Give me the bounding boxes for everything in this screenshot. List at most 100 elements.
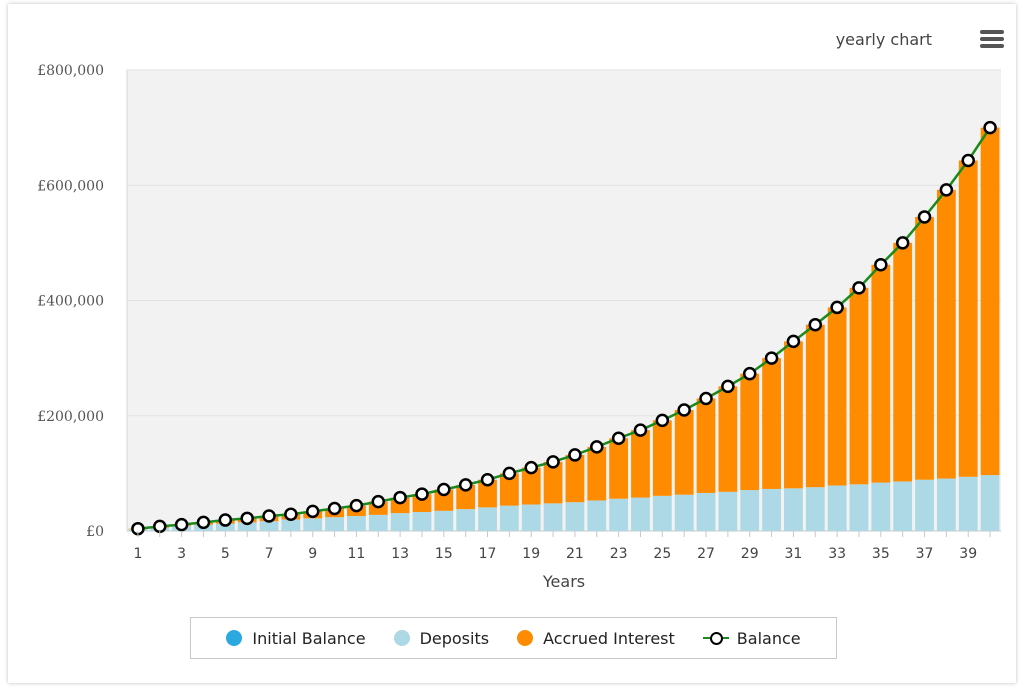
x-tick-label: 1 xyxy=(133,546,142,562)
balance-point[interactable] xyxy=(480,472,495,487)
balance-point[interactable] xyxy=(327,501,342,516)
legend-item-initial-balance[interactable]: Initial Balance xyxy=(226,629,366,648)
balance-point[interactable] xyxy=(305,504,320,519)
balance-point[interactable] xyxy=(983,120,997,135)
bar-deposits xyxy=(784,488,803,531)
bar-deposits xyxy=(696,492,716,531)
balance-point[interactable] xyxy=(262,509,276,523)
x-tick-label: 9 xyxy=(308,546,317,562)
bar-accrued-interest xyxy=(718,386,738,492)
x-tick-label: 33 xyxy=(828,546,846,562)
x-tick-label: 27 xyxy=(697,546,715,562)
bar-accrued-interest xyxy=(609,438,629,499)
bar-deposits xyxy=(215,523,235,531)
bar-deposits xyxy=(478,507,497,531)
x-tick-label: 11 xyxy=(348,546,366,562)
balance-point[interactable] xyxy=(590,440,604,454)
balance-point[interactable] xyxy=(284,507,298,522)
y-tick-label: £800,000 xyxy=(37,63,104,79)
x-tick-label: 7 xyxy=(265,546,274,562)
bar-deposits xyxy=(718,491,738,531)
balance-point[interactable] xyxy=(961,153,975,168)
balance-point[interactable] xyxy=(939,183,954,197)
bar-accrued-interest xyxy=(827,307,847,486)
balance-series-line xyxy=(137,126,992,530)
balance-point[interactable] xyxy=(917,210,932,224)
balance-point[interactable] xyxy=(349,498,364,513)
bar-deposits xyxy=(412,511,432,531)
bar-deposits xyxy=(849,484,869,531)
balance-point[interactable] xyxy=(458,478,473,492)
balance-point[interactable] xyxy=(153,519,167,534)
balance-point[interactable] xyxy=(874,258,888,272)
x-tick-label: 25 xyxy=(653,546,671,562)
balance-point[interactable] xyxy=(240,511,254,526)
x-axis-ticks: 1 3 5 7 9 11 13 15 17 19 21 23 25 27 29 31 33 35 37 39 xyxy=(133,531,991,562)
bar-deposits xyxy=(347,516,366,531)
bar-deposits xyxy=(521,504,541,531)
bar-deposits xyxy=(499,505,519,531)
balance-line-marker-icon xyxy=(702,630,729,646)
bar-deposits xyxy=(456,509,476,531)
bar-deposits xyxy=(543,503,563,531)
balance-point[interactable] xyxy=(633,423,648,437)
balance-point[interactable] xyxy=(786,334,801,349)
hamburger-menu-icon-bar xyxy=(980,37,1004,41)
balance-point[interactable] xyxy=(611,431,626,445)
menu-button[interactable] xyxy=(974,28,1004,52)
balance-point[interactable] xyxy=(437,482,451,497)
y-tick-label: £0 xyxy=(86,524,104,540)
x-tick-label: 39 xyxy=(959,546,977,562)
balance-point[interactable] xyxy=(764,351,779,365)
bars xyxy=(128,127,1000,531)
y-tick-label: £200,000 xyxy=(37,409,104,425)
balance-point[interactable] xyxy=(699,391,713,406)
bar-accrued-interest xyxy=(434,489,454,511)
bar-accrued-interest xyxy=(805,324,825,488)
hamburger-menu-icon-bar xyxy=(980,44,1004,48)
bar-deposits xyxy=(958,476,978,531)
legend: Initial Balance Deposits Accrued Interes… xyxy=(190,617,837,659)
y-axis-ticks: £0 £200,000 £400,000 £600,000 £800,000 xyxy=(37,63,104,540)
bar-accrued-interest xyxy=(958,160,978,477)
balance-point[interactable] xyxy=(721,379,735,394)
balance-point[interactable] xyxy=(852,281,866,295)
balance-point[interactable] xyxy=(371,494,386,509)
bar-accrued-interest xyxy=(543,461,563,504)
balance-point[interactable] xyxy=(568,448,582,462)
balance-point[interactable] xyxy=(742,366,757,381)
x-tick-label: 37 xyxy=(916,546,934,562)
balance-point[interactable] xyxy=(895,236,910,250)
balance-point[interactable] xyxy=(524,460,538,475)
bar-deposits xyxy=(390,513,410,531)
balance-point[interactable] xyxy=(415,487,429,501)
x-tick-label: 3 xyxy=(177,546,186,562)
balance-point[interactable] xyxy=(218,513,233,527)
bar-deposits xyxy=(434,510,454,531)
balance-point[interactable] xyxy=(196,515,211,530)
bar-deposits xyxy=(587,500,607,531)
bar-accrued-interest xyxy=(915,216,934,480)
bar-deposits xyxy=(631,497,650,531)
balance-point[interactable] xyxy=(174,517,189,532)
x-axis-title: Years xyxy=(542,572,585,591)
bar-accrued-interest xyxy=(587,446,607,501)
balance-point[interactable] xyxy=(808,317,823,332)
legend-item-balance[interactable]: Balance xyxy=(702,628,801,648)
bar-deposits xyxy=(368,514,388,531)
balance-point[interactable] xyxy=(677,403,691,417)
legend-item-deposits[interactable]: Deposits xyxy=(393,629,489,648)
balance-point[interactable] xyxy=(393,490,407,505)
x-tick-label: 13 xyxy=(391,546,409,562)
bar-accrued-interest xyxy=(936,189,956,479)
balance-point[interactable] xyxy=(830,300,844,315)
legend-label: Balance xyxy=(736,628,801,648)
x-tick-label: 21 xyxy=(566,546,584,562)
legend-item-accrued-interest[interactable]: Accrued Interest xyxy=(517,629,675,648)
bar-accrued-interest xyxy=(674,409,694,495)
balance-point[interactable] xyxy=(546,455,560,469)
bar-deposits xyxy=(674,494,694,531)
balance-point[interactable] xyxy=(655,413,670,428)
bar-accrued-interest xyxy=(784,341,803,489)
balance-point[interactable] xyxy=(502,466,517,481)
